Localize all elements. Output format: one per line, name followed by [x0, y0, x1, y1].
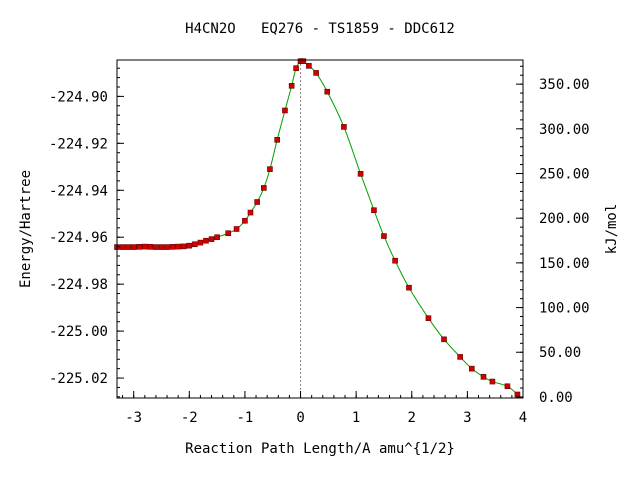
- x-tick-label: -1: [236, 410, 253, 426]
- data-point-marker: [254, 199, 260, 205]
- chart-title: H4CN2O EQ276 - TS1859 - DDC612: [185, 21, 455, 37]
- data-point-marker: [197, 239, 204, 246]
- data-point-marker: [158, 244, 165, 250]
- x-tick-label: 1: [352, 410, 360, 426]
- data-point-marker: [142, 243, 148, 250]
- x-tick-label: 4: [519, 410, 527, 426]
- data-point-marker: [357, 171, 364, 177]
- x-tick-label: 2: [408, 410, 416, 426]
- data-point-marker: [175, 243, 181, 250]
- data-point-marker: [233, 226, 240, 232]
- data-point-marker: [441, 336, 447, 343]
- y-tick-label: -224.98: [49, 277, 108, 293]
- data-point-marker: [147, 244, 154, 250]
- data-point-marker: [341, 124, 347, 130]
- data-point-marker: [261, 185, 267, 191]
- data-point-marker: [480, 374, 487, 380]
- y-tick-label: -225.02: [49, 371, 108, 387]
- x-tick-label: 0: [296, 410, 304, 426]
- data-point-marker: [119, 244, 126, 250]
- data-point-marker: [282, 107, 288, 114]
- plot-frame: [116, 59, 524, 399]
- data-point-marker: [125, 244, 131, 250]
- data-point-marker: [169, 244, 176, 250]
- data-point-marker: [242, 217, 248, 224]
- data-point-marker: [288, 83, 295, 89]
- data-point-marker: [164, 244, 170, 250]
- data-point-marker: [504, 383, 511, 390]
- data-point-marker: [324, 88, 331, 95]
- y-axis-label-left: Energy/Hartree: [18, 170, 34, 288]
- x-tick-label: -3: [125, 410, 142, 426]
- y2-tick-label: 50.00: [539, 345, 581, 361]
- y-tick-label: -224.92: [49, 136, 108, 152]
- energy-curve: [116, 59, 518, 395]
- y2-tick-label: 0.00: [539, 390, 573, 406]
- y-tick-label: -225.00: [49, 324, 108, 340]
- data-point-marker: [371, 207, 377, 214]
- y2-tick-label: 200.00: [539, 211, 590, 227]
- y2-tick-label: 350.00: [539, 77, 590, 93]
- data-point-marker: [489, 378, 496, 385]
- data-point-marker: [208, 236, 215, 242]
- y2-tick-label: 300.00: [539, 122, 590, 138]
- data-point-marker: [306, 63, 312, 69]
- data-point-marker: [186, 242, 193, 249]
- data-point-marker: [192, 241, 198, 248]
- data-point-marker: [293, 65, 299, 72]
- data-point-marker: [267, 166, 273, 172]
- y2-tick-label: 150.00: [539, 256, 590, 272]
- data-point-marker: [130, 244, 137, 250]
- x-tick-label: -2: [181, 410, 198, 426]
- data-point-marker: [214, 234, 220, 241]
- data-point-marker: [381, 233, 387, 239]
- data-point-marker: [457, 354, 463, 360]
- data-point-marker: [225, 230, 232, 237]
- y-tick-label: -224.90: [49, 89, 108, 105]
- data-point-marker: [300, 58, 307, 64]
- data-point-marker: [180, 243, 187, 250]
- data-point-marker: [425, 315, 432, 321]
- x-tick-label: 3: [463, 410, 471, 426]
- data-point-marker: [469, 365, 475, 372]
- data-point-marker: [313, 70, 319, 76]
- y-axis-label-right: kJ/mol: [604, 204, 620, 255]
- data-point-marker: [406, 284, 412, 291]
- data-point-marker: [392, 257, 398, 264]
- y2-tick-label: 250.00: [539, 167, 590, 183]
- data-point-marker: [274, 137, 280, 143]
- data-point-marker: [514, 391, 521, 398]
- data-point-marker: [203, 237, 209, 244]
- data-point-marker: [153, 244, 159, 250]
- y2-tick-label: 100.00: [539, 301, 590, 317]
- y-tick-label: -224.96: [49, 230, 108, 246]
- data-point-marker: [136, 244, 143, 250]
- y-tick-label: -224.94: [49, 183, 108, 199]
- data-point-marker: [247, 209, 254, 216]
- x-axis-label: Reaction Path Length/A amu^{1/2}: [185, 441, 455, 457]
